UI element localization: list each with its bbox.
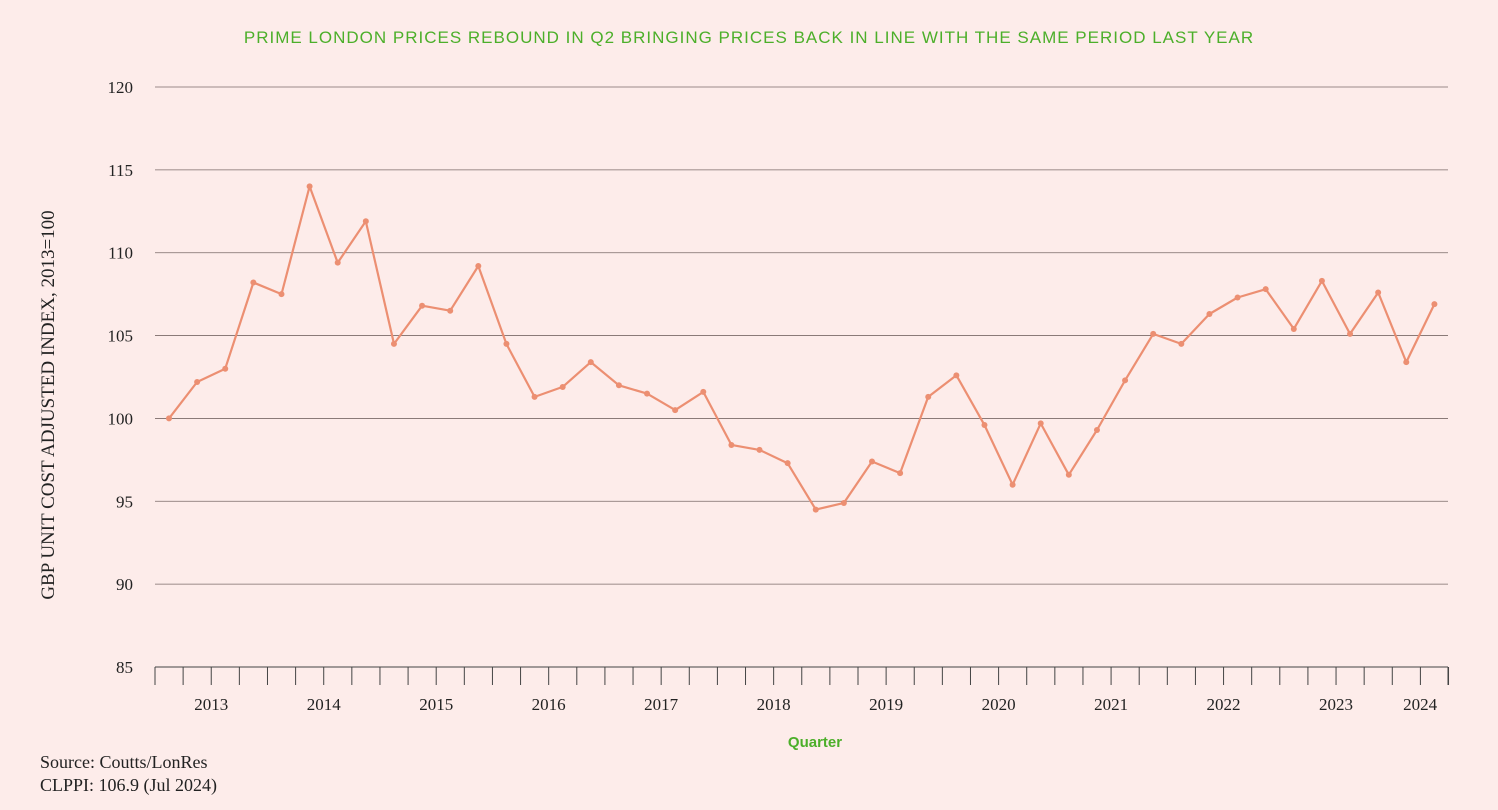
series-line-group [166, 183, 1438, 513]
clppi-note: CLPPI: 106.9 (Jul 2024) [40, 775, 218, 795]
chart-title: PRIME LONDON PRICES REBOUND IN Q2 BRINGI… [244, 28, 1254, 47]
y-tick-label: 85 [116, 658, 133, 677]
data-point [503, 340, 510, 347]
data-point [869, 458, 875, 465]
data-point [897, 470, 904, 477]
data-point [390, 340, 397, 347]
data-point [925, 393, 932, 400]
data-point [1318, 277, 1325, 284]
data-point [784, 460, 791, 467]
data-point [953, 372, 960, 379]
y-tick-label: 105 [108, 327, 134, 346]
data-point [166, 415, 172, 422]
gridlines [155, 86, 1448, 585]
data-point [840, 499, 847, 506]
data-point [1262, 286, 1269, 293]
data-point [700, 388, 707, 395]
x-tick-label: 2017 [644, 695, 679, 714]
data-point [1122, 377, 1129, 384]
data-point [531, 393, 538, 400]
y-tick-label: 115 [108, 161, 133, 180]
data-point [475, 262, 482, 269]
data-point [1403, 359, 1410, 366]
x-tick-label: 2023 [1319, 695, 1353, 714]
y-axis-tick-labels: 85 90 95 100 105 110 115 120 [108, 78, 134, 677]
data-point [644, 390, 651, 397]
data-point [672, 407, 679, 414]
data-point [419, 302, 426, 309]
data-point [1009, 481, 1016, 488]
data-point [1290, 325, 1297, 332]
data-point [250, 279, 257, 286]
y-tick-label: 110 [108, 244, 133, 263]
data-point [362, 218, 369, 225]
data-point [1375, 289, 1382, 296]
data-point [1431, 301, 1438, 308]
data-point [981, 422, 988, 429]
data-point [728, 441, 735, 448]
x-tick-label: 2024 [1403, 695, 1438, 714]
data-point [812, 506, 819, 513]
x-tick-label: 2014 [307, 695, 342, 714]
data-point [587, 359, 594, 366]
data-point [447, 307, 454, 314]
data-point [615, 382, 622, 389]
y-tick-label: 120 [108, 78, 134, 97]
y-tick-label: 100 [108, 409, 134, 428]
x-tick-label: 2022 [1207, 695, 1241, 714]
y-axis-label: GBP UNIT COST ADJUSTED INDEX, 2013=100 [38, 210, 59, 599]
data-point [1206, 311, 1213, 318]
data-point [1150, 330, 1157, 337]
x-tick-label: 2021 [1094, 695, 1128, 714]
data-point [278, 291, 285, 298]
y-tick-label: 90 [116, 575, 133, 594]
x-axis: 2013 2014 2015 2016 2017 2018 2019 2020 2021 2022… [154, 666, 1450, 714]
x-tick-label: 2019 [869, 695, 903, 714]
x-tick-label: 2020 [982, 695, 1016, 714]
data-point [334, 259, 341, 266]
data-point [1178, 340, 1185, 347]
data-point [1093, 427, 1100, 434]
y-tick-label: 95 [116, 492, 133, 511]
x-tick-label: 2016 [532, 695, 566, 714]
x-tick-label: 2015 [419, 695, 453, 714]
data-point [1234, 294, 1241, 301]
x-tick-label: 2018 [757, 695, 791, 714]
data-point [1037, 420, 1044, 427]
x-tick-label: 2013 [194, 695, 228, 714]
data-point [1347, 330, 1354, 337]
data-point [559, 383, 566, 390]
data-point [222, 365, 229, 372]
data-point [1065, 471, 1072, 478]
data-point [306, 183, 313, 190]
data-point [194, 378, 201, 385]
data-point [756, 446, 763, 453]
series-line [168, 185, 1436, 511]
source-note: Source: Coutts/LonRes [40, 752, 208, 772]
x-axis-label: Quarter [788, 734, 842, 751]
